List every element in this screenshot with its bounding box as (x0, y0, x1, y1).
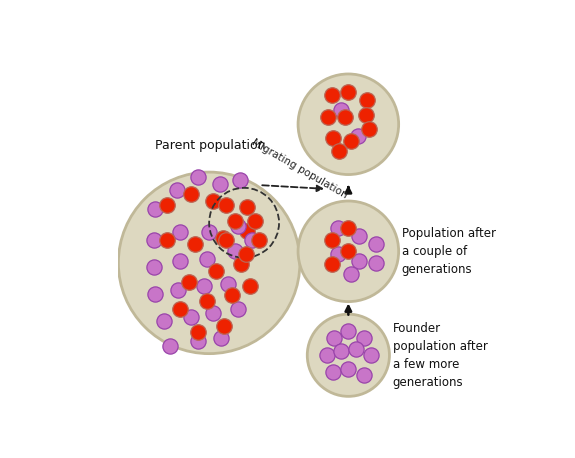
Point (354, 232, 363, 240)
Point (194, 338, 203, 345)
Point (194, 173, 203, 180)
Point (190, 240, 200, 247)
Text: Founder
population after
a few more
generations: Founder population after a few more gene… (393, 322, 488, 389)
Point (328, 135, 338, 142)
Point (371, 240, 381, 247)
Point (344, 88, 353, 96)
Point (362, 96, 371, 104)
Point (242, 250, 251, 257)
Point (205, 229, 214, 236)
Point (212, 267, 221, 274)
Point (340, 113, 350, 120)
Circle shape (118, 172, 300, 354)
Point (203, 298, 212, 305)
Point (194, 328, 203, 336)
Point (186, 190, 196, 197)
Point (227, 292, 236, 299)
Point (200, 282, 209, 289)
Point (255, 236, 264, 243)
Point (352, 345, 361, 353)
Point (354, 258, 363, 265)
Point (243, 227, 252, 234)
Point (250, 217, 259, 224)
Point (221, 202, 231, 209)
Point (235, 176, 244, 183)
Point (209, 197, 218, 205)
Point (328, 369, 338, 376)
Point (329, 335, 339, 342)
Point (186, 313, 196, 321)
Point (336, 107, 346, 114)
Point (219, 322, 228, 330)
Point (364, 125, 373, 132)
Point (335, 147, 344, 155)
Point (243, 204, 252, 211)
Point (344, 365, 353, 373)
Circle shape (298, 74, 398, 174)
Point (160, 317, 169, 324)
Point (209, 309, 218, 316)
Point (215, 180, 224, 188)
Point (361, 111, 370, 119)
Point (246, 282, 255, 289)
Point (223, 281, 232, 288)
Point (203, 256, 212, 263)
Point (353, 132, 362, 140)
Text: Population after
a couple of
generations: Population after a couple of generations (402, 227, 496, 276)
Point (151, 290, 160, 297)
Circle shape (307, 314, 389, 396)
Point (221, 236, 231, 243)
Circle shape (298, 201, 398, 302)
Point (347, 271, 356, 278)
Point (322, 352, 331, 359)
Point (344, 327, 353, 334)
Point (175, 305, 185, 313)
Point (344, 248, 353, 255)
Point (334, 224, 343, 232)
Point (231, 217, 240, 224)
Point (247, 236, 256, 243)
Point (344, 224, 353, 232)
Point (166, 343, 175, 350)
Point (371, 259, 381, 267)
Point (233, 305, 243, 313)
Point (336, 348, 346, 355)
Point (236, 261, 246, 268)
Point (327, 91, 336, 98)
Point (327, 236, 336, 243)
Point (150, 263, 159, 270)
Text: Parent population: Parent population (155, 139, 266, 153)
Point (217, 335, 226, 342)
Point (347, 137, 356, 145)
Point (359, 335, 368, 342)
Point (327, 261, 336, 268)
Point (185, 278, 194, 286)
Point (231, 248, 240, 255)
Point (366, 352, 375, 359)
Point (151, 205, 160, 213)
Point (150, 236, 159, 243)
Text: Migrating population: Migrating population (250, 137, 349, 201)
Point (359, 371, 368, 378)
Point (233, 222, 243, 229)
Point (163, 236, 172, 243)
Point (163, 202, 172, 209)
Point (218, 234, 227, 242)
Point (175, 258, 185, 265)
Point (175, 229, 185, 236)
Point (324, 113, 333, 120)
Point (334, 250, 343, 257)
Point (172, 186, 181, 193)
Point (174, 286, 183, 294)
